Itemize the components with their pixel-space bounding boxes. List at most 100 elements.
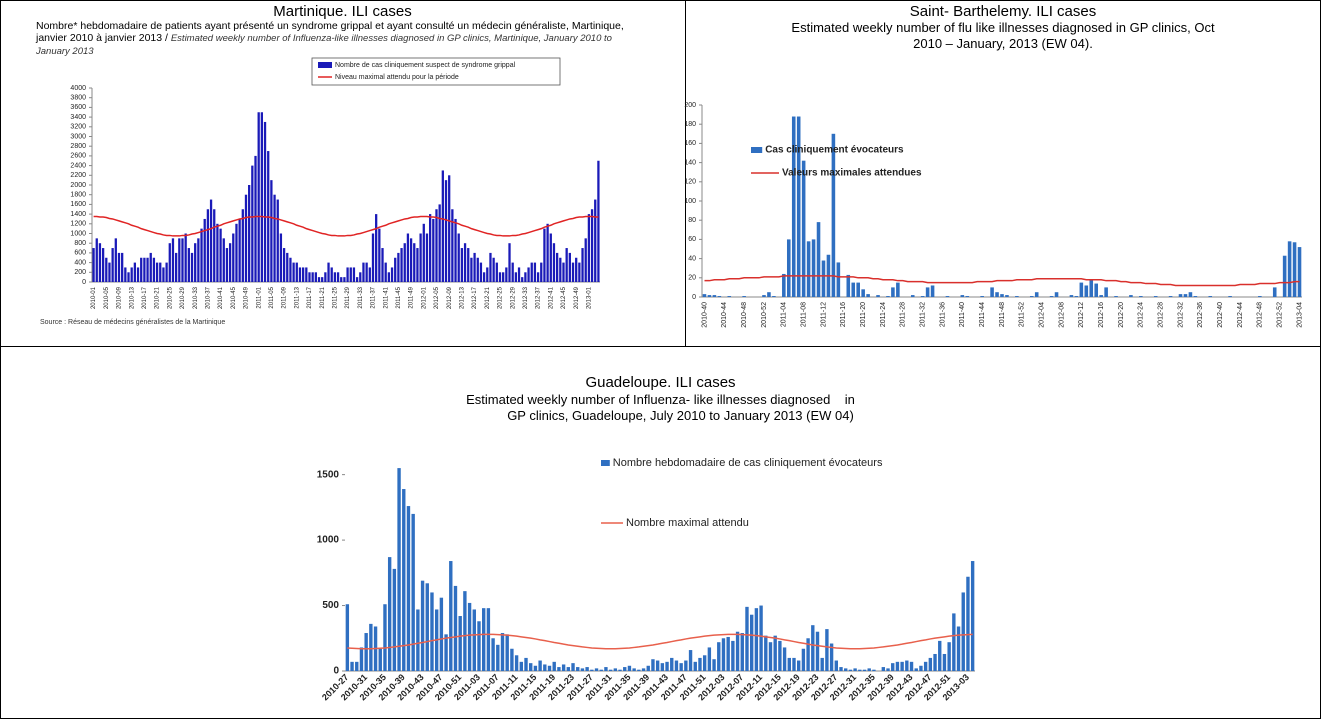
bar <box>1084 285 1089 297</box>
x-tick-label: 2011-36 <box>939 302 946 327</box>
x-tick-label: 2012-01 <box>421 286 427 309</box>
bar <box>933 653 937 671</box>
bar <box>333 272 337 282</box>
bar <box>98 243 102 282</box>
y-tick-label: 100 <box>684 198 696 205</box>
bar <box>149 252 152 282</box>
bar <box>533 262 537 282</box>
bar <box>960 295 965 297</box>
bar <box>500 633 505 671</box>
bar <box>995 292 999 297</box>
bar <box>441 170 444 282</box>
bar <box>1005 295 1009 297</box>
y-tick-label: 4000 <box>70 85 86 92</box>
y-tick-label: 1000 <box>317 535 340 546</box>
bar <box>168 243 171 282</box>
x-tick-label: 2010-52 <box>761 302 768 328</box>
bar <box>712 295 717 297</box>
x-tick-label: 2011-45 <box>396 286 402 308</box>
bar <box>476 257 479 282</box>
bar <box>467 248 470 282</box>
bar <box>858 669 862 671</box>
chart-title: Saint- Barthelemy. ILI cases <box>909 3 1097 20</box>
bar <box>717 642 721 671</box>
x-tick-label: 2011-16 <box>840 302 847 327</box>
bar <box>1287 241 1292 297</box>
x-tick-label: 2012-45 <box>561 286 567 309</box>
bar <box>872 669 876 671</box>
bar <box>444 180 448 282</box>
bar <box>222 238 225 282</box>
bar <box>184 233 187 282</box>
x-tick-label: 2013-04 <box>1296 302 1303 328</box>
y-tick-label: 0 <box>692 294 696 301</box>
bar <box>1079 282 1084 297</box>
bar <box>1178 294 1183 297</box>
bar <box>495 262 498 282</box>
x-tick-label: 2012-24 <box>1138 302 1145 328</box>
bar <box>787 657 791 671</box>
bar <box>778 640 782 671</box>
bar <box>707 295 712 297</box>
x-tick-label: 2011-28 <box>900 302 907 327</box>
bar <box>174 252 178 282</box>
bar <box>92 248 95 282</box>
bar <box>479 262 483 282</box>
y-tick-label: 1200 <box>70 221 86 228</box>
bar <box>273 194 276 282</box>
bar <box>489 252 492 282</box>
y-tick-label: 1500 <box>317 469 340 480</box>
bar <box>646 665 650 671</box>
bar <box>891 663 895 671</box>
bar <box>1272 287 1277 297</box>
bar <box>251 165 254 282</box>
bar <box>124 267 127 282</box>
bar <box>1049 296 1054 297</box>
bar <box>406 233 410 282</box>
bar <box>439 597 444 671</box>
bar <box>740 633 744 671</box>
bar <box>282 248 286 282</box>
bar <box>514 655 519 671</box>
legend-label: Niveau maximal attendu pour la période <box>335 74 459 81</box>
bar <box>717 296 722 297</box>
x-tick-label: 2012-41 <box>548 286 554 309</box>
bar <box>651 659 655 671</box>
bar <box>796 116 801 298</box>
bar <box>735 631 740 671</box>
bar <box>411 513 415 671</box>
bar <box>851 282 856 297</box>
bar <box>430 592 434 671</box>
y-tick-label: 80 <box>688 217 696 224</box>
bar <box>961 592 965 671</box>
bar <box>364 633 368 671</box>
x-tick-label: 2010-40 <box>701 302 708 328</box>
bar <box>529 663 533 671</box>
bar <box>514 272 518 282</box>
x-tick-label: 2011-37 <box>371 286 377 308</box>
bar <box>257 112 260 282</box>
bar <box>390 267 394 282</box>
x-tick-label: 2011-08 <box>800 302 807 327</box>
x-tick-label: 2012-40 <box>1217 302 1224 328</box>
bar <box>627 665 632 671</box>
bar <box>152 257 156 282</box>
bar <box>508 243 511 282</box>
table-border <box>0 0 1321 1</box>
bar <box>301 267 305 282</box>
bar <box>866 294 870 297</box>
x-tick-label: 2012-13 <box>459 286 465 309</box>
bar <box>861 289 865 297</box>
x-tick-label: 2011-29 <box>345 286 351 308</box>
y-tick-label: 160 <box>684 140 696 147</box>
bar <box>721 638 726 671</box>
bar <box>435 209 438 282</box>
bar <box>632 668 636 671</box>
bar <box>587 214 591 282</box>
bar <box>552 661 556 671</box>
bar <box>384 262 387 282</box>
x-tick-label: 2013-01 <box>586 286 592 309</box>
bar <box>387 272 391 282</box>
x-tick-label: 2012-28 <box>1158 302 1165 328</box>
